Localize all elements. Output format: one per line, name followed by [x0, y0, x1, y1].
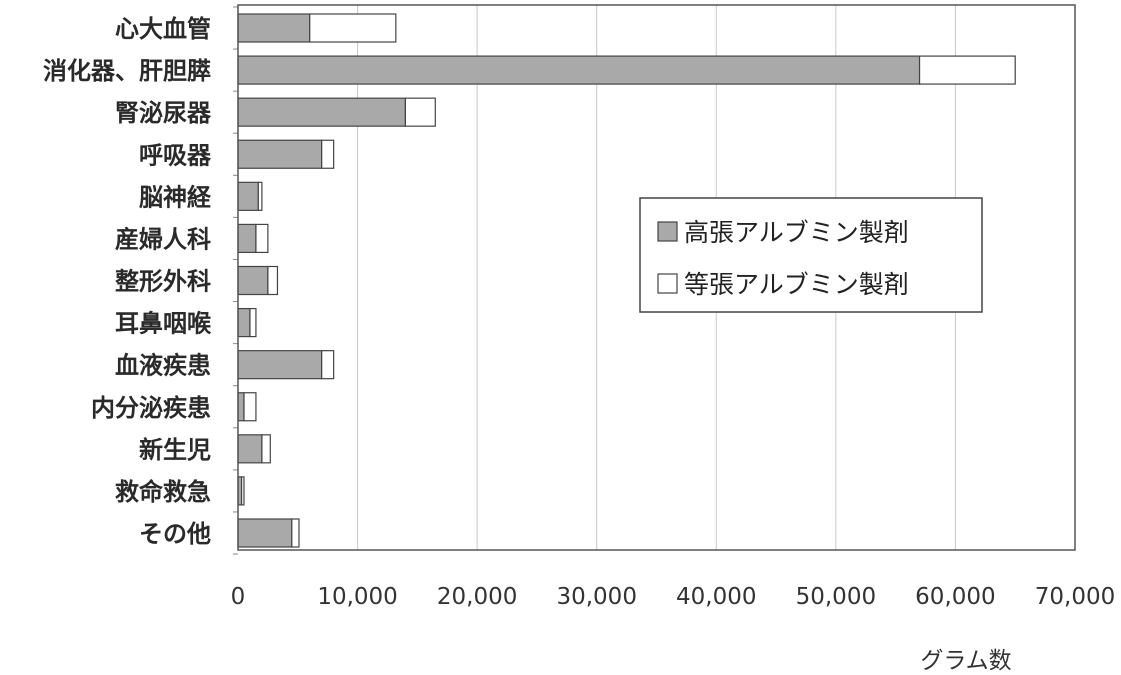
x-tick-label: 40,000 [676, 584, 756, 610]
bar-isotonic-albumin [261, 434, 271, 464]
x-tick-label: 30,000 [556, 584, 636, 610]
bar-hypertonic-albumin [237, 392, 245, 422]
bar-isotonic-albumin [249, 307, 257, 338]
category-label: 消化器、肝胆膵 [43, 57, 211, 85]
x-tick-label: 10,000 [317, 584, 397, 610]
x-tick-label: 60,000 [915, 584, 995, 610]
bar-isotonic-albumin [267, 265, 279, 296]
bar-isotonic-albumin [321, 139, 335, 169]
bar-hypertonic-albumin [237, 139, 323, 169]
category-label: 新生児 [139, 436, 211, 464]
x-tick-label: 70,000 [1035, 584, 1115, 610]
legend-swatch [657, 221, 678, 242]
bar-hypertonic-albumin [237, 223, 257, 254]
category-label: 耳鼻咽喉 [115, 310, 212, 338]
bar-isotonic-albumin [255, 223, 269, 254]
category-label: 産婦人科 [115, 225, 211, 253]
x-tick-label: 0 [231, 584, 246, 610]
bar-hypertonic-albumin [237, 518, 293, 548]
bar-isotonic-albumin [309, 13, 397, 43]
legend-label: 等張アルブミン製剤 [684, 270, 909, 299]
bar-hypertonic-albumin [237, 350, 323, 380]
category-label: 脳神経 [139, 183, 212, 211]
bar-hypertonic-albumin [237, 55, 921, 85]
category-label: 心大血管 [115, 15, 211, 43]
x-axis-title: グラム数 [920, 648, 1011, 674]
bar-hypertonic-albumin [237, 307, 251, 338]
bar-hypertonic-albumin [237, 13, 311, 43]
bar-isotonic-albumin [240, 476, 245, 506]
x-tick-labels: 0 10,000 20,000 30,000 40,000 50,000 60,000 70,… [231, 584, 1116, 610]
bars [237, 13, 1016, 548]
bar-isotonic-albumin [291, 518, 300, 548]
category-label: 呼吸器 [139, 141, 212, 169]
category-label: 腎泌尿器 [115, 99, 212, 127]
category-label: 内分泌疾患 [91, 394, 211, 422]
bar-hypertonic-albumin [237, 434, 263, 464]
category-label: 血液疾患 [115, 352, 211, 380]
legend-box [639, 197, 983, 313]
bar-isotonic-albumin [404, 97, 436, 127]
bar-isotonic-albumin [243, 392, 257, 422]
bar-isotonic-albumin [321, 350, 335, 380]
category-label: 整形外科 [115, 268, 211, 296]
bar-hypertonic-albumin [237, 181, 259, 211]
legend-swatch [657, 273, 678, 294]
legend-label: 高張アルブミン製剤 [684, 218, 909, 247]
plot-area-frame [237, 4, 1076, 551]
bar-hypertonic-albumin [237, 265, 269, 296]
x-tick-label: 20,000 [437, 584, 517, 610]
category-labels: 心大血管消化器、肝胆膵腎泌尿器呼吸器脳神経産婦人科整形外科耳鼻咽喉血液疾患内分泌… [43, 15, 212, 548]
category-label: 救命救急 [115, 478, 211, 506]
bar-hypertonic-albumin [237, 97, 406, 127]
category-label: その他 [139, 520, 211, 548]
x-tick-label: 50,000 [796, 584, 876, 610]
bar-isotonic-albumin [257, 181, 263, 211]
bar-isotonic-albumin [918, 55, 1016, 85]
